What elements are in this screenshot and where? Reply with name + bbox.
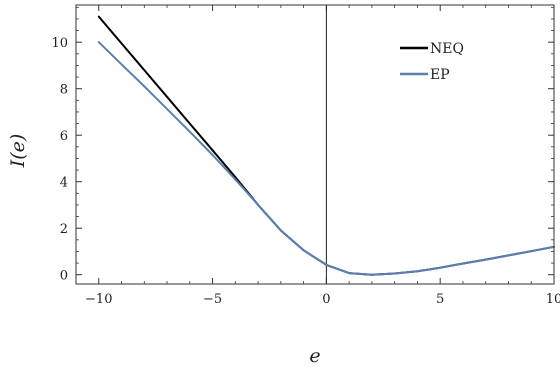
y-tick-label: 0 <box>60 269 68 284</box>
y-tick-label: 10 <box>51 36 68 51</box>
series-layer <box>97 15 555 276</box>
x-axis-label: e <box>309 345 320 367</box>
legend-label-neq: NEQ <box>430 41 464 57</box>
legend-label-ep: EP <box>430 67 450 83</box>
y-tick-label: 8 <box>60 83 68 98</box>
x-tick-label: 10 <box>546 292 560 307</box>
x-tick-label: −5 <box>203 292 222 307</box>
ticks-layer: −10 −5 0 5 10 0 2 4 6 8 10 <box>51 5 560 307</box>
x-tick-label: 0 <box>322 292 330 307</box>
series-line-ep <box>97 41 555 276</box>
x-tick-label: 5 <box>436 292 444 307</box>
legend: NEQ EP <box>400 41 464 83</box>
y-tick-label: 2 <box>60 222 68 237</box>
y-axis-label: I(e) <box>7 134 29 169</box>
y-tick-label: 6 <box>60 129 68 144</box>
plot-frame <box>75 4 555 285</box>
x-tick-label: −10 <box>85 292 112 307</box>
y-tick-label: 4 <box>60 176 68 191</box>
